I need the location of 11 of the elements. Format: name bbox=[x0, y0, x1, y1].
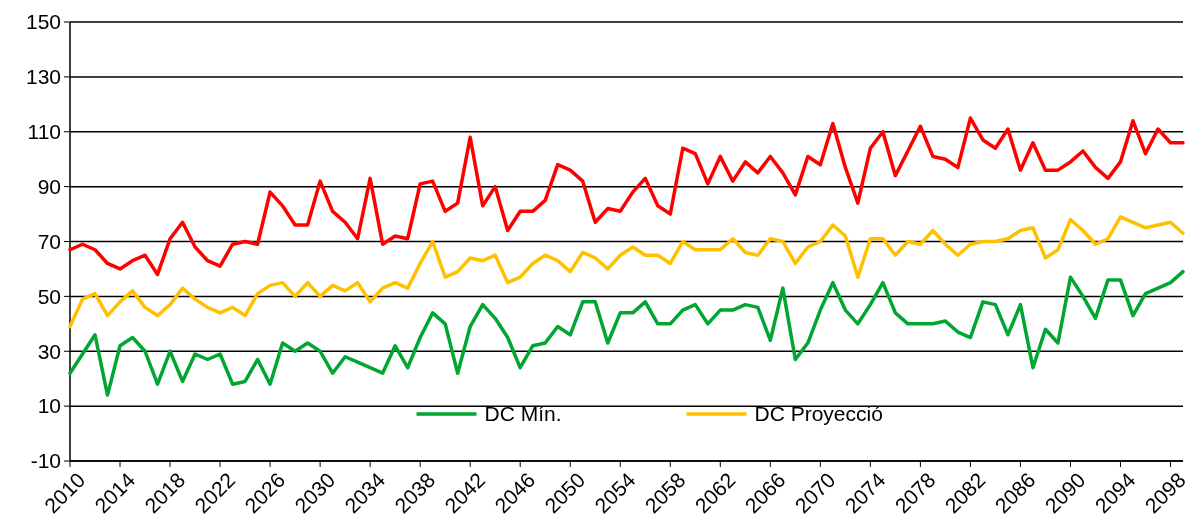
y-tick-label: 10 bbox=[37, 394, 61, 418]
y-tick-label: 150 bbox=[25, 10, 61, 34]
y-tick-label: 90 bbox=[37, 174, 61, 198]
y-tick-label: 30 bbox=[37, 339, 61, 363]
y-tick-label: -10 bbox=[30, 449, 61, 473]
y-tick-label: 130 bbox=[25, 65, 61, 89]
y-tick-label: 50 bbox=[37, 284, 61, 308]
y-tick-label: 70 bbox=[37, 229, 61, 253]
legend-label: DC Mín. bbox=[484, 402, 562, 426]
legend-label: DC Proyecció bbox=[754, 402, 883, 426]
y-tick-label: 110 bbox=[27, 120, 61, 144]
